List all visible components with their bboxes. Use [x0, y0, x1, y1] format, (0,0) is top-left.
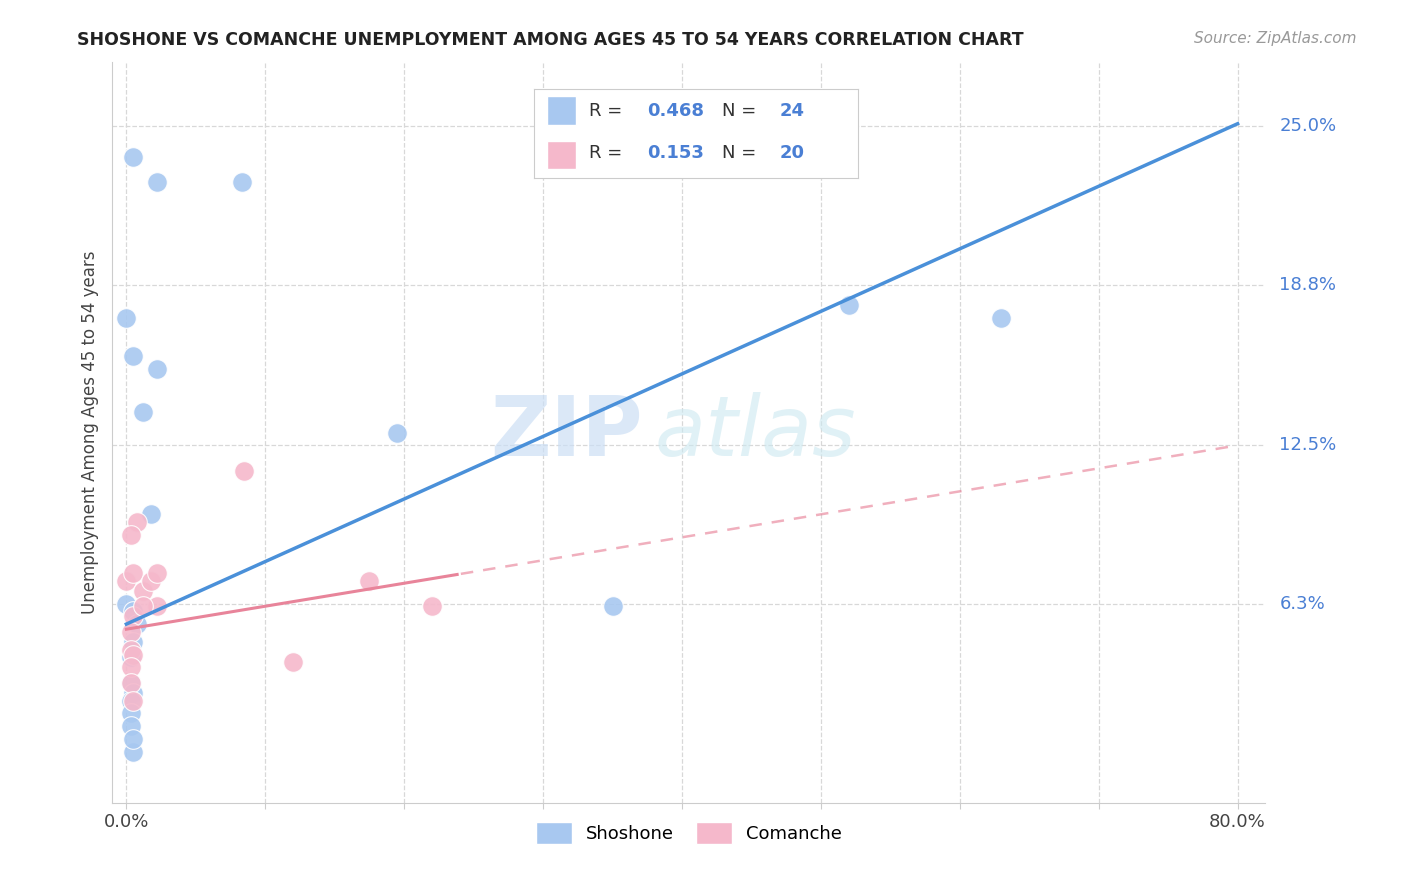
Text: 20: 20: [780, 145, 806, 162]
Text: 6.3%: 6.3%: [1279, 595, 1324, 613]
Text: 0.468: 0.468: [647, 102, 704, 120]
Point: [132, 583, 155, 598]
Point: [120, 694, 142, 708]
Point: [281, 656, 304, 670]
Point: [122, 694, 145, 708]
Point: [122, 745, 145, 759]
Point: [115, 574, 138, 588]
Point: [122, 635, 145, 649]
Text: 25.0%: 25.0%: [1279, 117, 1337, 136]
Text: 24: 24: [780, 102, 806, 120]
Text: SHOSHONE VS COMANCHE UNEMPLOYMENT AMONG AGES 45 TO 54 YEARS CORRELATION CHART: SHOSHONE VS COMANCHE UNEMPLOYMENT AMONG …: [77, 31, 1024, 49]
Legend: Shoshone, Comanche: Shoshone, Comanche: [527, 813, 851, 853]
Text: R =: R =: [589, 102, 628, 120]
Point: [141, 508, 163, 522]
Point: [602, 599, 624, 614]
Point: [387, 425, 409, 440]
Point: [120, 527, 142, 541]
Point: [120, 624, 142, 639]
Point: [115, 310, 138, 325]
Point: [127, 617, 149, 632]
Y-axis label: Unemployment Among Ages 45 to 54 years: Unemployment Among Ages 45 to 54 years: [80, 251, 98, 615]
FancyBboxPatch shape: [547, 141, 576, 169]
Point: [120, 706, 142, 721]
Point: [120, 675, 142, 690]
Point: [231, 176, 253, 190]
Point: [122, 731, 145, 746]
Point: [359, 574, 381, 588]
Text: 0.153: 0.153: [647, 145, 704, 162]
Point: [120, 719, 142, 733]
Point: [122, 150, 145, 164]
Text: atlas: atlas: [654, 392, 856, 473]
Point: [146, 361, 169, 376]
Point: [115, 597, 138, 611]
Point: [122, 648, 145, 662]
Point: [132, 405, 155, 419]
Text: Source: ZipAtlas.com: Source: ZipAtlas.com: [1194, 31, 1357, 46]
Point: [141, 574, 163, 588]
Point: [233, 464, 256, 478]
Point: [127, 515, 149, 529]
Point: [120, 650, 142, 665]
Point: [120, 660, 142, 674]
FancyBboxPatch shape: [547, 96, 576, 125]
Point: [420, 599, 443, 614]
Point: [120, 642, 142, 657]
Point: [122, 349, 145, 363]
Point: [838, 298, 860, 312]
Point: [146, 599, 169, 614]
Point: [146, 176, 169, 190]
Point: [122, 566, 145, 580]
Text: R =: R =: [589, 145, 634, 162]
Point: [122, 686, 145, 700]
Text: 18.8%: 18.8%: [1279, 276, 1336, 293]
Point: [122, 609, 145, 624]
Text: N =: N =: [721, 145, 762, 162]
Point: [120, 675, 142, 690]
Point: [132, 599, 155, 614]
Text: 12.5%: 12.5%: [1279, 436, 1337, 454]
Text: N =: N =: [721, 102, 762, 120]
Point: [990, 310, 1012, 325]
Point: [122, 604, 145, 618]
Point: [146, 566, 169, 580]
Text: ZIP: ZIP: [491, 392, 643, 473]
